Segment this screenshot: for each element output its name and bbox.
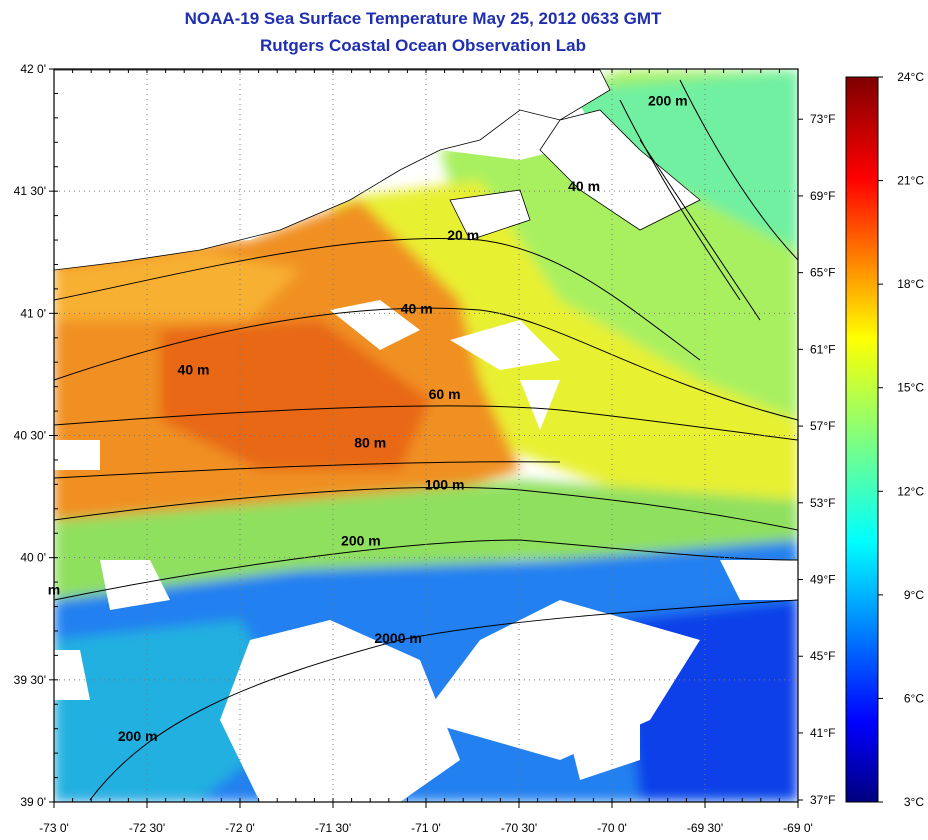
depth-contour-label: 20 m [447, 227, 479, 243]
depth-contour-label: 200 m [341, 532, 381, 548]
lat-tick-label: 40 0' [20, 551, 46, 565]
lat-tick-label: 42 0' [20, 62, 46, 76]
lon-tick-label: -69 30' [687, 821, 723, 835]
depth-contour-label: m [48, 581, 60, 597]
fahrenheit-labels: 73°F 69°F 65°F 61°F 57°F 53°F 49°F 45°F 41°F 37°F [810, 112, 835, 807]
depth-contours [54, 79, 798, 801]
depth-contour-label: 100 m [425, 476, 465, 492]
grid-lines [54, 69, 798, 802]
fahrenheit-tick-label: 41°F [810, 726, 835, 740]
lat-tick-label: 39 0' [20, 795, 46, 809]
colorbar-tick-label: 6°C [904, 691, 924, 705]
axis-ticks [49, 68, 803, 808]
fahrenheit-tick-label: 69°F [810, 189, 835, 203]
colorbar-tick-label: 24°C [897, 70, 924, 84]
colorbar-tick-label: 15°C [897, 381, 924, 395]
fahrenheit-tick-label: 57°F [810, 419, 835, 433]
fahrenheit-tick-label: 65°F [810, 266, 835, 280]
colorbar [845, 76, 879, 803]
map-title: NOAA-19 Sea Surface Temperature May 25, … [184, 9, 662, 28]
lat-tick-label: 40 30' [14, 429, 46, 443]
lat-tick-label: 41 30' [14, 184, 46, 198]
depth-contour-labels: 200 m 40 m 20 m 40 m 40 m 60 m 80 m 100 m 200 m 2… [48, 93, 688, 744]
sst-field [54, 69, 798, 802]
depth-contour-label: 60 m [429, 386, 461, 402]
map-subtitle: Rutgers Coastal Ocean Observation Lab [260, 36, 586, 55]
fahrenheit-tick-label: 49°F [810, 573, 835, 587]
lon-tick-label: -70 0' [597, 821, 627, 835]
colorbar-labels: 24°C 21°C 18°C 15°C 12°C 9°C 6°C 3°C [878, 70, 924, 809]
fahrenheit-tick-label: 61°F [810, 342, 835, 356]
fahrenheit-tick-label: 53°F [810, 496, 835, 510]
colorbar-tick-label: 21°C [897, 174, 924, 188]
lon-tick-label: -72 30' [129, 821, 165, 835]
lat-tick-label: 41 0' [20, 306, 46, 320]
depth-contour-label: 40 m [568, 178, 600, 194]
colorbar-tick-label: 18°C [897, 277, 924, 291]
lon-tick-label: -71 30' [315, 821, 351, 835]
depth-contour-label: 40 m [401, 300, 433, 316]
fahrenheit-tick-label: 45°F [810, 649, 835, 663]
fahrenheit-tick-label: 73°F [810, 112, 835, 126]
depth-contour-label: 2000 m [374, 630, 421, 646]
colorbar-tick-label: 12°C [897, 484, 924, 498]
depth-contour-label: 200 m [118, 728, 158, 744]
lon-tick-label: -72 0' [225, 821, 255, 835]
fahrenheit-tick-label: 37°F [810, 793, 835, 807]
lon-tick-label: -70 30' [501, 821, 537, 835]
latitude-labels: 42 0' 41 30' 41 0' 40 30' 40 0' 39 30' 39 0' [14, 62, 46, 809]
coastline [54, 69, 701, 271]
depth-contour-label: 80 m [354, 435, 386, 451]
depth-contour-label: 40 m [178, 361, 210, 377]
colorbar-tick-label: 9°C [904, 588, 924, 602]
lon-tick-label: -69 0' [783, 821, 813, 835]
lon-tick-label: -71 0' [411, 821, 441, 835]
longitude-labels: -73 0' -72 30' -72 0' -71 30' -71 0' -70 30' -… [39, 821, 813, 835]
depth-contour-label: 200 m [648, 93, 688, 109]
lat-tick-label: 39 30' [14, 673, 46, 687]
lon-tick-label: -73 0' [39, 821, 69, 835]
colorbar-tick-label: 3°C [904, 795, 924, 809]
